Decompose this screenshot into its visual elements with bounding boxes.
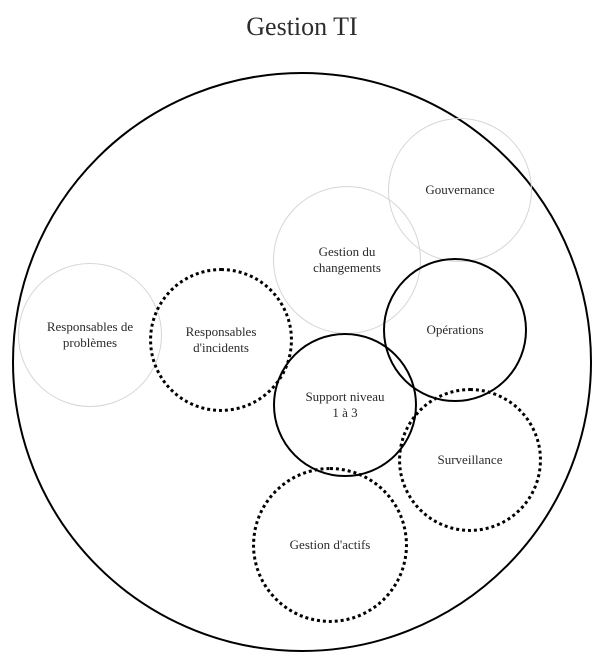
node-responsables-problemes: Responsables deproblèmes [18,263,162,407]
node-label: Surveillance [438,452,503,468]
node-label: Gestion d'actifs [290,537,371,553]
node-label: Gouvernance [425,182,494,198]
node-label: Responsablesd'incidents [186,324,257,355]
node-responsables-incidents: Responsablesd'incidents [149,268,293,412]
node-label: Responsables deproblèmes [47,319,133,350]
diagram-stage: { "type": "venn-like-circle-cluster", "c… [0,0,604,669]
node-label: Gestion duchangements [313,244,381,275]
node-label: Support niveau1 à 3 [305,389,384,420]
node-gouvernance: Gouvernance [388,118,532,262]
node-support-niveau: Support niveau1 à 3 [273,333,417,477]
node-label: Opérations [426,322,483,338]
node-surveillance: Surveillance [398,388,542,532]
node-gestion-actifs: Gestion d'actifs [252,467,408,623]
diagram-title: Gestion TI [0,12,604,42]
